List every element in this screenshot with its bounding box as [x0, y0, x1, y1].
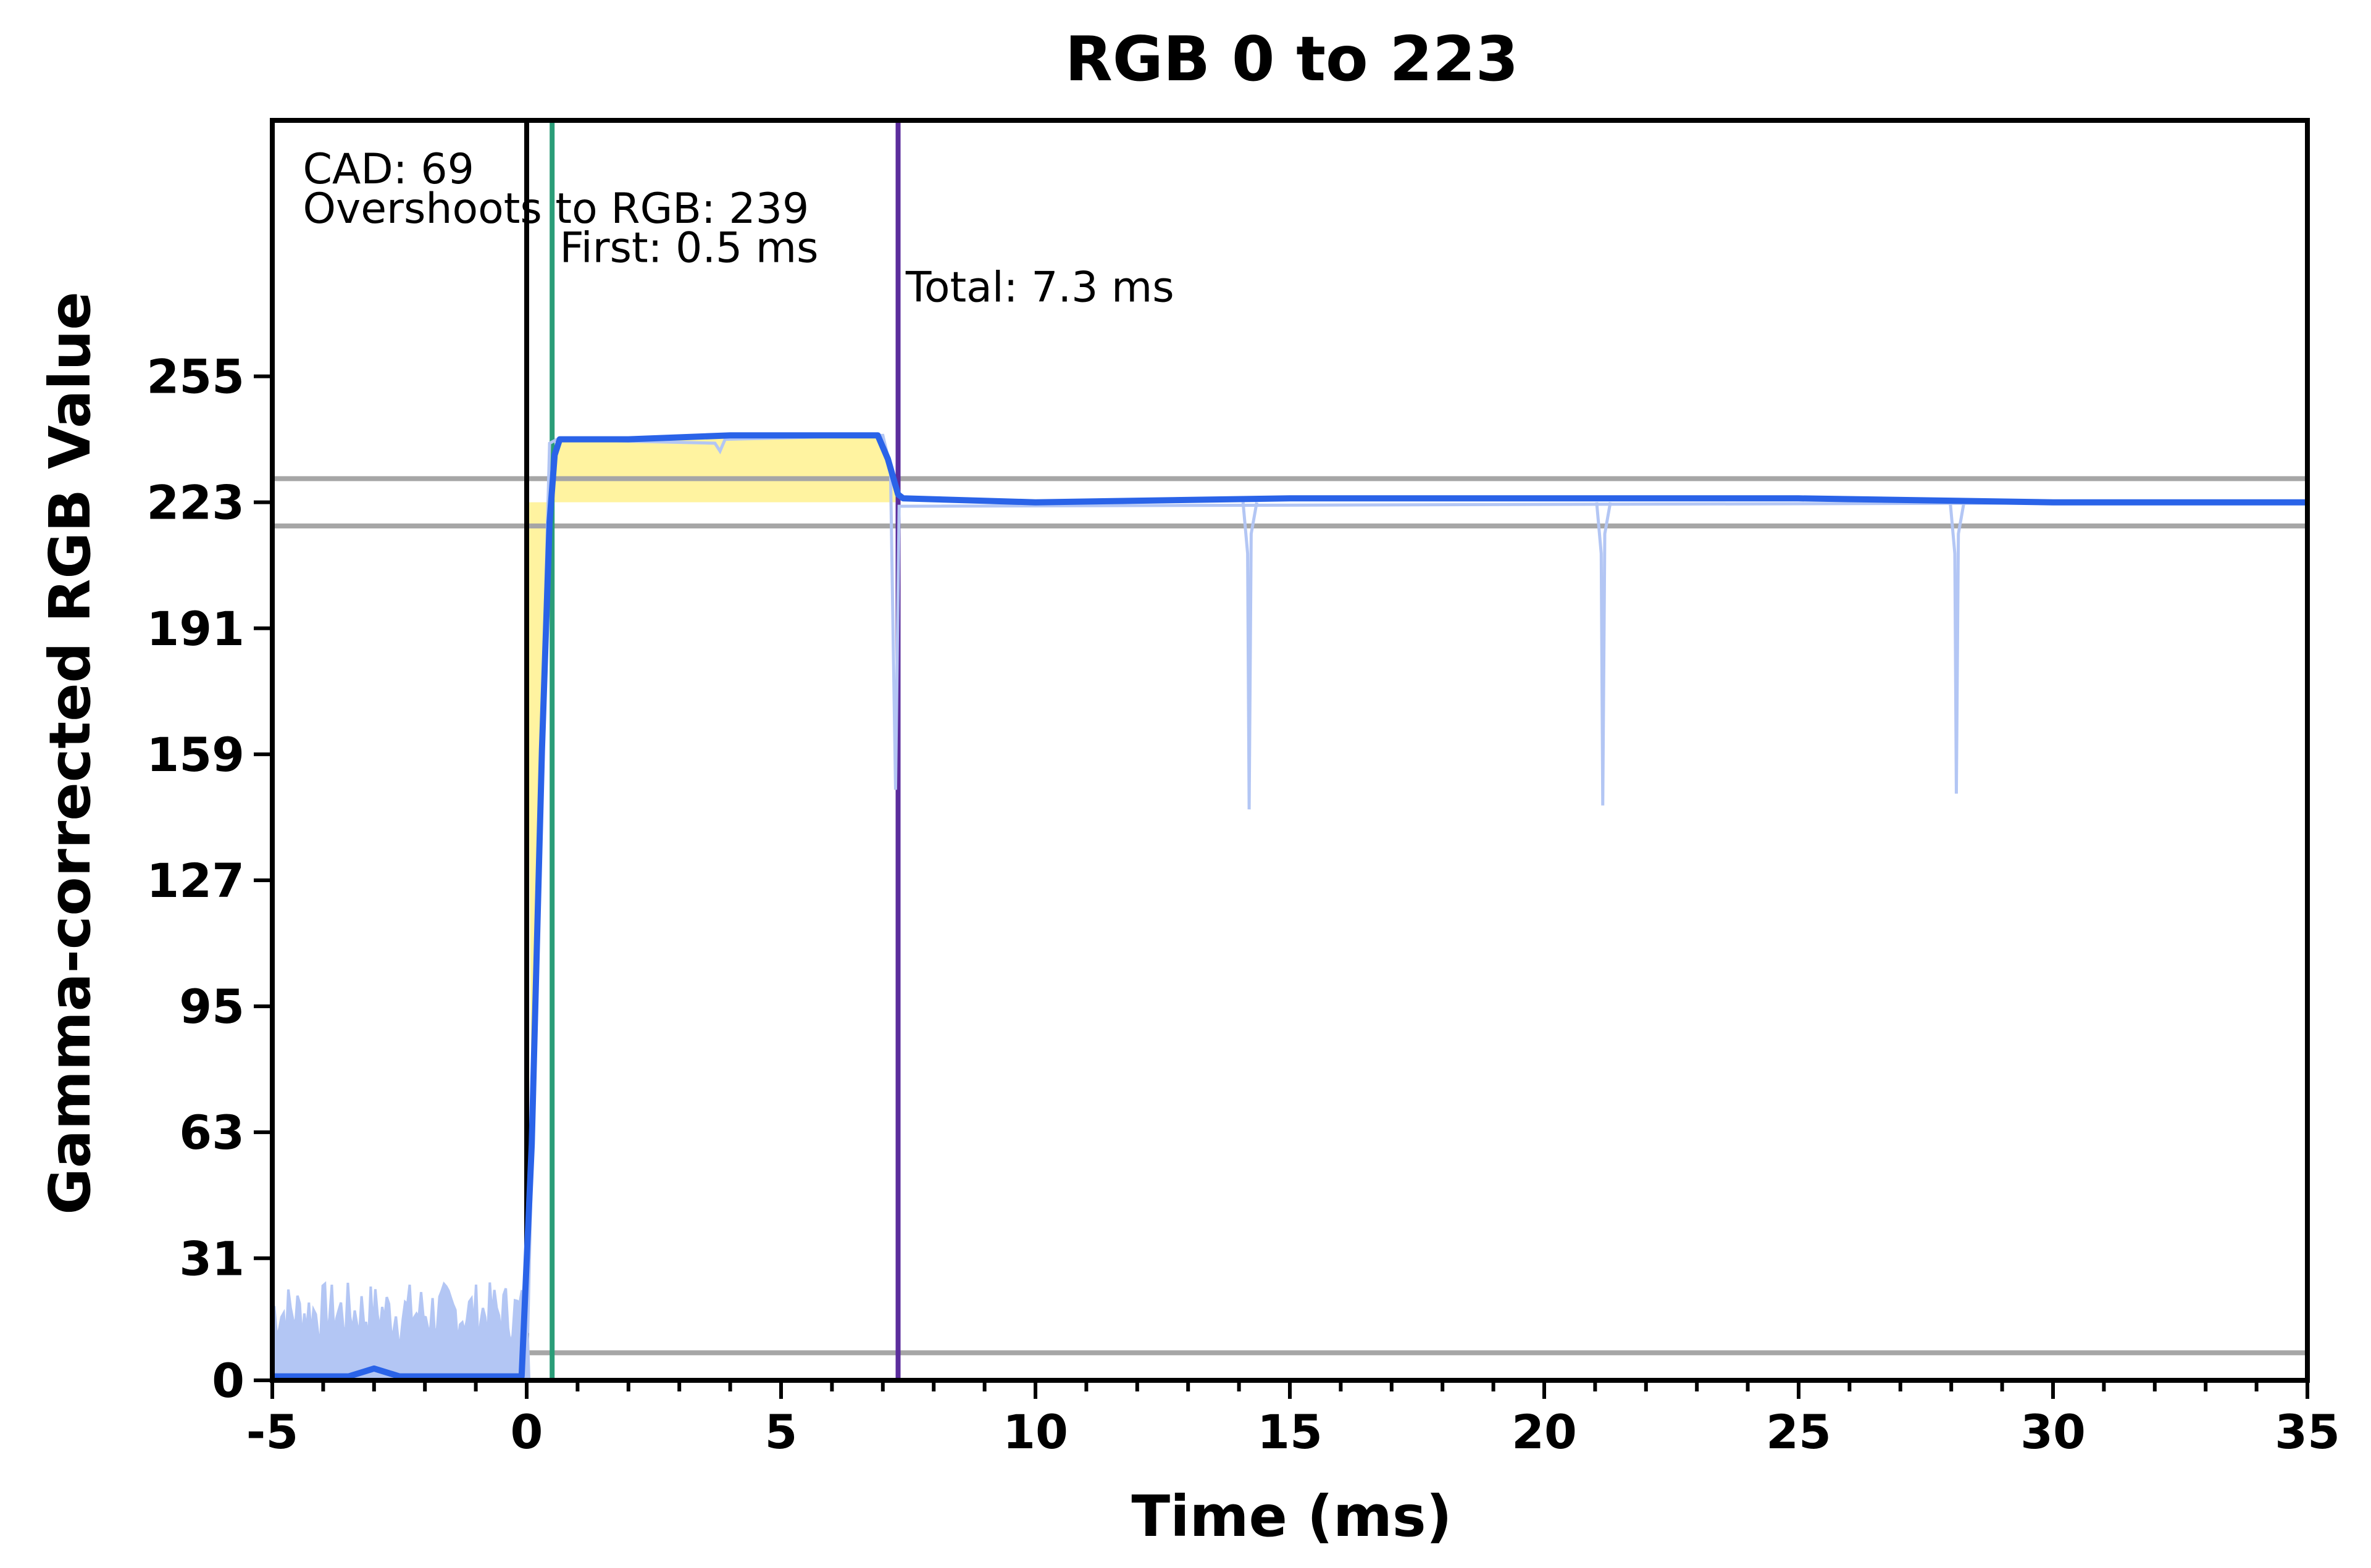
x-tick-label: 15: [1257, 1404, 1323, 1459]
raw-dip: [1595, 502, 1612, 806]
y-tick-label: 31: [179, 1231, 245, 1286]
x-tick-label: 30: [2020, 1404, 2086, 1459]
chart-title: RGB 0 to 223: [1065, 23, 1519, 95]
annotation-label: Overshoots to RGB: 239: [303, 185, 809, 233]
x-axis-label: Time (ms): [1131, 1483, 1452, 1549]
y-tick-label: 63: [179, 1105, 245, 1160]
reference-lines: [272, 120, 2307, 1380]
x-tick-label: 5: [765, 1404, 798, 1459]
x-tick-label: 20: [1512, 1404, 1577, 1459]
y-tick-label: 127: [146, 853, 245, 908]
y-tick-label: 223: [146, 475, 245, 530]
x-tick-label: 35: [2275, 1404, 2340, 1459]
y-tick-label: 191: [146, 601, 245, 656]
x-tick-label: 25: [1766, 1404, 1831, 1459]
y-tick-label: 0: [212, 1353, 245, 1408]
smoothed-trace: [272, 432, 2307, 1380]
y-tick-label: 255: [146, 349, 245, 404]
annotation-label: CAD: 69: [303, 145, 474, 194]
raw-dip: [1949, 502, 1966, 794]
x-tick-label: -5: [246, 1404, 298, 1459]
x-tick-label: 10: [1003, 1404, 1068, 1459]
overshoot-fill: [527, 435, 898, 1145]
smoothed-series-layer: [272, 432, 2307, 1380]
y-axis-label: Gamma-corrected RGB Value: [37, 291, 103, 1214]
raw-noise-area: [271, 1281, 531, 1382]
raw-series-layer: [271, 433, 2308, 1382]
plot-frame: [270, 118, 2310, 1383]
annotation-label: Total: 7.3 ms: [905, 263, 1174, 312]
raw-trace: [526, 433, 2308, 1333]
y-tick-label: 95: [179, 979, 245, 1034]
raw-dip: [1241, 502, 1258, 810]
x-tick-label: 0: [511, 1404, 543, 1459]
y-tick-label: 159: [146, 727, 245, 782]
overshoot-fill-layer: [527, 435, 898, 1145]
annotation-label: First: 0.5 ms: [560, 224, 819, 273]
